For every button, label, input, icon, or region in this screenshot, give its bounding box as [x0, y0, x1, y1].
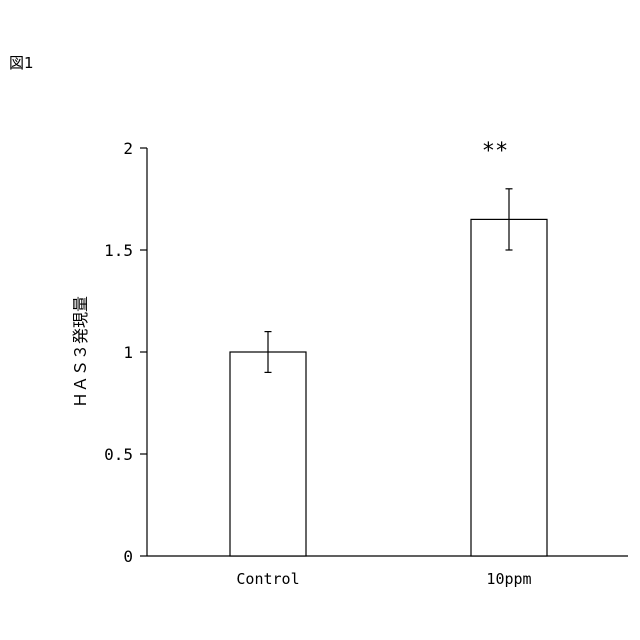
bar-10ppm — [471, 219, 547, 556]
y-tick-label: 2 — [123, 139, 133, 158]
y-ticks: 0 0.5 1 1.5 2 — [104, 139, 147, 566]
y-tick-label: 0.5 — [104, 445, 133, 464]
y-axis-label: ＨＡＳ３発現量 — [71, 296, 90, 408]
x-category-label: Control — [236, 570, 299, 588]
significance-marker: ** — [482, 139, 509, 164]
bar-control — [230, 352, 306, 556]
bars: Control 10ppm ** — [230, 139, 547, 588]
y-tick-label: 0 — [123, 547, 133, 566]
y-tick-label: 1 — [123, 343, 133, 362]
x-category-label: 10ppm — [486, 570, 531, 588]
y-tick-label: 1.5 — [104, 241, 133, 260]
